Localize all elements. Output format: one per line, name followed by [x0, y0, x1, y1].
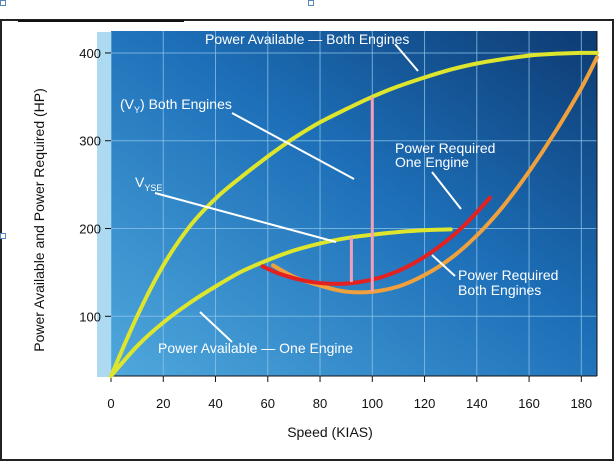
x-tick-label-0: 0	[107, 396, 114, 411]
resize-handle-top-middle[interactable]	[308, 0, 314, 6]
axes: 0 20 40 60 80 100 120 140 160 180 100 200 300 400	[79, 31, 598, 411]
x-tick-label-80: 80	[313, 396, 327, 411]
leader-power-available-one	[199, 311, 233, 343]
x-tick-label-40: 40	[208, 396, 222, 411]
x-tick-label-180: 180	[570, 396, 592, 411]
y-tick-label-200: 200	[79, 222, 101, 237]
leader-lines	[154, 43, 462, 343]
series-power-required-both	[271, 55, 599, 295]
y-tick-label-100: 100	[79, 309, 101, 324]
top-bar	[18, 20, 184, 22]
series-power-available-one	[109, 227, 453, 378]
annotation-power-required-one-2: One Engine	[395, 154, 469, 170]
plot-area	[111, 31, 597, 376]
annotation-vyse-sub: YSE	[144, 183, 162, 193]
resize-handle-top-left[interactable]	[0, 0, 6, 6]
annotation-vy-left: (V	[120, 96, 135, 112]
plot-area-left-band	[97, 32, 112, 377]
leader-power-available-both	[394, 43, 419, 72]
x-tick-label-100: 100	[361, 396, 383, 411]
x-tick-label-120: 120	[414, 396, 436, 411]
x-tick-label-60: 60	[261, 396, 275, 411]
x-axis-title: Speed (KIAS)	[287, 424, 373, 440]
y-axis-title: Power Available and Power Required (HP)	[31, 88, 47, 352]
y-tick-label-300: 300	[79, 134, 101, 149]
annotation-vyse-main: V	[135, 174, 145, 190]
annotation-power-available-both: Power Available — Both Engines	[205, 31, 409, 47]
annotation-power-available-one: Power Available — One Engine	[158, 340, 353, 356]
annotation-vy-both: (VY) Both Engines	[120, 96, 232, 115]
x-tick-label-20: 20	[156, 396, 170, 411]
annotation-power-required-both-1: Power Required	[458, 267, 558, 283]
annotation-power-required-one-1: Power Required	[395, 140, 495, 156]
leader-power-required-both	[431, 254, 456, 277]
x-tick-label-160: 160	[518, 396, 540, 411]
annotation-vyse: VYSE	[135, 174, 162, 193]
annotation-vy-sub: Y	[134, 105, 140, 115]
y-tick-label-400: 400	[79, 46, 101, 61]
x-tick-label-140: 140	[466, 396, 488, 411]
annotation-power-required-both-2: Both Engines	[458, 282, 541, 298]
leader-power-required-one	[431, 171, 462, 210]
marker-lines	[349, 96, 374, 292]
series-group	[109, 50, 599, 378]
series-power-available-both	[109, 50, 599, 378]
resize-handle-middle-left[interactable]	[0, 233, 6, 239]
leader-vy-both	[231, 112, 355, 180]
annotation-vy-right: ) Both Engines	[140, 96, 232, 112]
leader-vyse	[154, 192, 337, 243]
